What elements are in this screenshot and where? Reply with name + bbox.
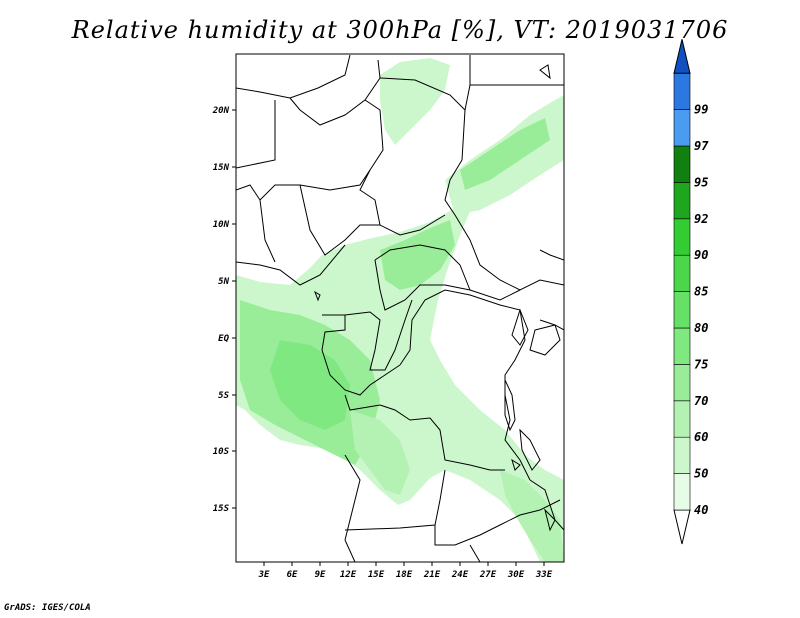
lon-label: 18E [396, 570, 413, 580]
lon-label: 6E [287, 570, 298, 580]
border-line [374, 259, 521, 311]
border-line [259, 199, 276, 263]
border-line [236, 244, 346, 286]
lon-label: 24E [451, 570, 469, 580]
colorbar-level-label: 75 [694, 357, 708, 371]
colorbar-level-label: 80 [694, 321, 708, 335]
colorbar-upper-triangle [673, 39, 691, 74]
colorbar-box [673, 473, 691, 511]
colorbar-box [673, 145, 691, 183]
humidity-band-north [380, 58, 450, 145]
border-line [344, 539, 356, 562]
map-title: Relative humidity at 300hPa [%], VT: 201… [71, 16, 729, 44]
lat-label: 20N [212, 106, 230, 116]
humidity-band-south [350, 410, 410, 495]
border-line [289, 59, 381, 126]
lat-label: 5S [218, 391, 229, 401]
humidity-band-southeast [500, 470, 564, 562]
border-line [344, 394, 505, 471]
border-line [434, 499, 561, 546]
lat-label: 10N [213, 220, 230, 230]
border-line [399, 289, 531, 481]
border-line [321, 314, 346, 376]
colorbar-box [673, 436, 691, 474]
lon-label: 9E [315, 570, 326, 580]
lon-label: 3E [258, 570, 270, 580]
humidity-field [236, 58, 564, 562]
lat-label: 15N [213, 163, 230, 173]
lon-label: 15E [368, 570, 385, 580]
humidity-band-central [380, 220, 455, 290]
colorbar-box [673, 254, 691, 292]
colorbar-box [673, 72, 691, 110]
colorbar-level-label: 50 [694, 467, 708, 481]
lat-label: 10S [213, 447, 230, 457]
colorbar-lower-triangle [673, 509, 691, 545]
border-line [299, 184, 446, 256]
country-borders [236, 54, 564, 562]
border-line [236, 54, 351, 99]
humidity-core-northeast [460, 118, 550, 190]
lake-outline [511, 308, 529, 346]
colorbar-level-label: 40 [694, 503, 708, 517]
colorbar-box [673, 218, 691, 256]
border-line [344, 299, 413, 371]
colorbar-box [673, 400, 691, 438]
border-line [329, 364, 401, 396]
lat-label: 5N [218, 277, 229, 287]
border-line [444, 109, 564, 291]
border-line [539, 249, 564, 261]
lat-axis: 20N 15N 10N 5N EQ 5S 10S 15S [212, 106, 236, 514]
lake-outline [511, 458, 521, 471]
lake-outline [504, 379, 516, 432]
colorbar-box [673, 182, 691, 220]
colorbar-level-label: 95 [694, 175, 708, 189]
colorbar-level-label: 97 [694, 139, 709, 153]
humidity-core-west [270, 340, 350, 430]
lon-label: 27E [479, 570, 497, 580]
lake-outline [519, 428, 541, 471]
colorbar-level-label: 60 [694, 430, 708, 444]
colorbar-box [673, 327, 691, 365]
lake-outline [529, 324, 561, 356]
grads-credit: GrADS: IGES/COLA [4, 603, 91, 613]
plot-frame [235, 53, 565, 563]
humidity-band-west [236, 178, 564, 562]
lon-label: 21E [423, 570, 441, 580]
colorbar-level-label: 90 [694, 248, 708, 262]
lake-outline [539, 64, 551, 80]
border-line [236, 169, 371, 201]
colorbar-box [673, 291, 691, 329]
lon-axis: 3E 6E 9E 12E 15E 18E 21E 24E 27E 30E 33E [258, 562, 553, 580]
colorbar: 40 50 60 70 75 80 85 90 92 95 97 99 [673, 39, 709, 545]
colorbar-box [673, 364, 691, 402]
colorbar-level-label: 99 [694, 103, 708, 117]
lat-label: 15S [213, 504, 230, 514]
colorbar-level-label: 92 [694, 212, 708, 226]
border-line [374, 244, 471, 291]
border-line [539, 319, 564, 331]
colorbar-level-label: 85 [694, 285, 708, 299]
border-line [359, 99, 384, 226]
lake-outline [314, 290, 321, 302]
border-line [379, 77, 471, 112]
lake-outline [544, 508, 556, 532]
border-line [469, 544, 481, 562]
lon-label: 30E [507, 570, 525, 580]
border-line [529, 479, 564, 531]
colorbar-level-label: 70 [694, 394, 708, 408]
lat-label: EQ [218, 334, 229, 344]
lon-label: 12E [340, 570, 357, 580]
colorbar-box [673, 109, 691, 147]
lon-label: 33E [535, 570, 553, 580]
border-line [236, 100, 276, 169]
